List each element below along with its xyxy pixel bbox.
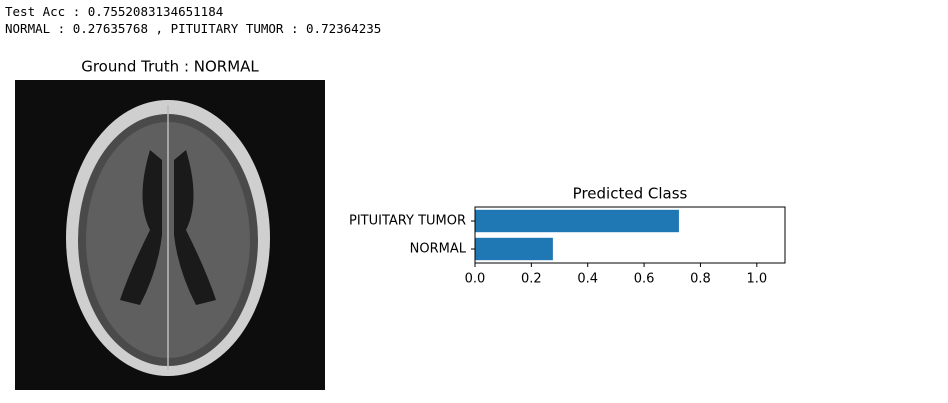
- y-tick-label: PITUITARY TUMOR: [349, 214, 466, 229]
- x-tick-label: 1.0: [746, 272, 767, 287]
- x-tick-label: 0.4: [577, 272, 598, 287]
- x-tick-label: 0.2: [521, 272, 542, 287]
- output-line: Test Acc : 0.7552083134651184: [5, 4, 224, 19]
- bar: [475, 209, 679, 233]
- chart-title: Predicted Class: [573, 185, 688, 203]
- y-tick-label: NORMAL: [410, 242, 467, 257]
- x-tick-label: 0.8: [690, 272, 711, 287]
- output-line: NORMAL : 0.27635768 , PITUITARY TUMOR : …: [5, 21, 382, 36]
- bar: [475, 237, 553, 261]
- x-tick-label: 0.0: [465, 272, 486, 287]
- x-tick-label: 0.6: [634, 272, 655, 287]
- plot-frame: [474, 206, 786, 264]
